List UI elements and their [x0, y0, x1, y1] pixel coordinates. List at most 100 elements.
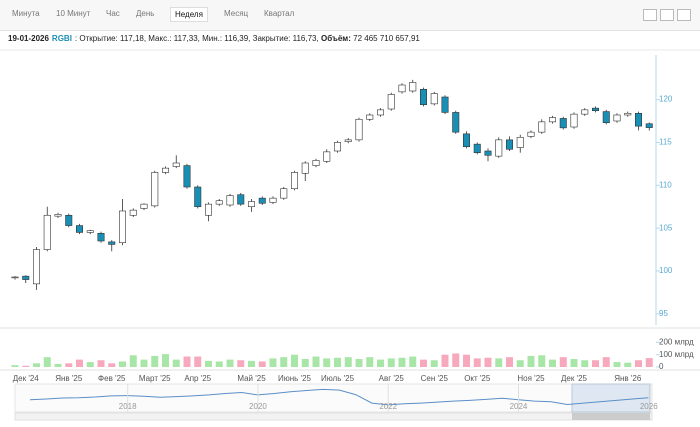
volume-tick-label: 100 млрд [659, 350, 694, 359]
volume-bar [430, 360, 438, 367]
volume-bar [624, 362, 632, 367]
volume-bar [226, 359, 234, 367]
candle-icon[interactable] [660, 9, 674, 21]
candle-body [344, 139, 352, 142]
line-icon[interactable] [643, 9, 657, 21]
x-tick-label: Янв '25 [55, 374, 83, 383]
info-volume-label: Объём: [320, 34, 351, 43]
candle-body [441, 96, 449, 113]
x-tick-label: Май '25 [237, 374, 266, 383]
volume-bar [86, 362, 94, 367]
candle-body [602, 111, 610, 124]
candle-body [129, 209, 137, 216]
navigator-tick-label: 2020 [249, 402, 267, 411]
x-tick-label: Март '25 [139, 374, 171, 383]
volume-bar [409, 356, 417, 367]
x-tick-label: Авг '25 [379, 374, 405, 383]
volume-bar [377, 359, 384, 367]
period-tab[interactable]: День [136, 9, 155, 18]
volume-bar [387, 358, 395, 367]
volume-bar [205, 360, 212, 367]
candle-body [215, 200, 223, 205]
candle-body [11, 276, 19, 279]
volume-bar [441, 354, 449, 367]
candle-body [355, 118, 363, 141]
volume-bar [33, 363, 40, 367]
candle-body [484, 150, 492, 156]
period-tab[interactable]: Минута [12, 9, 40, 18]
y-tick-label: 100 [659, 266, 673, 275]
bar-icon[interactable] [677, 9, 691, 21]
candle-body [312, 160, 320, 166]
candle-body [54, 214, 62, 217]
info-ticker: RGBI [51, 34, 72, 43]
volume-tick-label: 200 млрд [659, 337, 694, 346]
candle-body [237, 194, 245, 205]
candle-body [634, 112, 642, 127]
candle-body [591, 107, 599, 112]
volume-bar [323, 358, 331, 367]
candle-body [505, 139, 513, 150]
candle-body [376, 109, 384, 116]
candle-body [645, 123, 653, 128]
x-tick-label: Дек '25 [561, 374, 588, 383]
period-tab[interactable]: Месяц [224, 9, 249, 18]
x-tick-label: Окт '25 [464, 374, 491, 383]
navigator-tick-label: 2018 [119, 402, 137, 411]
candle-body [172, 162, 180, 167]
candle-body [495, 139, 503, 157]
candle-body [462, 133, 470, 148]
navigator-bg [14, 383, 653, 413]
candle-body [581, 109, 589, 115]
volume-bar [398, 357, 406, 367]
period-tab[interactable]: Квартал [264, 9, 295, 18]
volume-tick-label: 0 [659, 362, 664, 371]
navigator-tick-label: 2022 [379, 402, 397, 411]
volume-bar [11, 365, 19, 367]
candle-body [301, 162, 309, 174]
volume-bar [119, 361, 126, 367]
candle-body [280, 188, 288, 199]
y-tick-label: 105 [659, 223, 673, 232]
candle-body [22, 275, 30, 280]
volume-bar [215, 361, 223, 367]
volume-bar [162, 354, 169, 367]
volume-bar [538, 355, 546, 367]
volume-bar [151, 355, 159, 367]
y-tick-label: 110 [659, 180, 672, 189]
candle-body [226, 195, 234, 206]
candle-body [43, 214, 51, 250]
candle-body [32, 249, 40, 285]
candle-body [624, 112, 632, 116]
volume-bar [635, 360, 642, 367]
period-tab[interactable]: Час [106, 9, 120, 18]
toolbar: Минута 10 Минут Час День Неделя Месяц Квартал [0, 0, 700, 31]
candle-body [258, 197, 266, 204]
volume-bar [140, 359, 148, 367]
candle-body [548, 117, 556, 123]
volume-bar [613, 362, 621, 367]
volume-bar [76, 359, 83, 367]
period-tab[interactable]: Неделя [170, 7, 208, 22]
candle-body [366, 114, 374, 120]
candle-body [419, 88, 427, 106]
candle-body [473, 143, 481, 154]
candle-body [151, 172, 159, 207]
volume-bar [129, 355, 137, 367]
candle-body [538, 121, 546, 133]
volume-bar [527, 355, 535, 367]
x-tick-label: Ноя '25 [517, 374, 545, 383]
volume-bar [291, 354, 298, 367]
y-tick-label: 95 [659, 309, 668, 318]
candle-body [398, 84, 406, 93]
candle-body [323, 151, 331, 162]
period-tab[interactable]: 10 Минут [56, 9, 91, 18]
candle-body [76, 225, 84, 233]
volume-bar [280, 357, 288, 367]
candle-body [613, 114, 621, 122]
scrollbar-thumb[interactable] [572, 413, 650, 420]
candle-body [452, 112, 460, 133]
candle-body [516, 136, 524, 148]
